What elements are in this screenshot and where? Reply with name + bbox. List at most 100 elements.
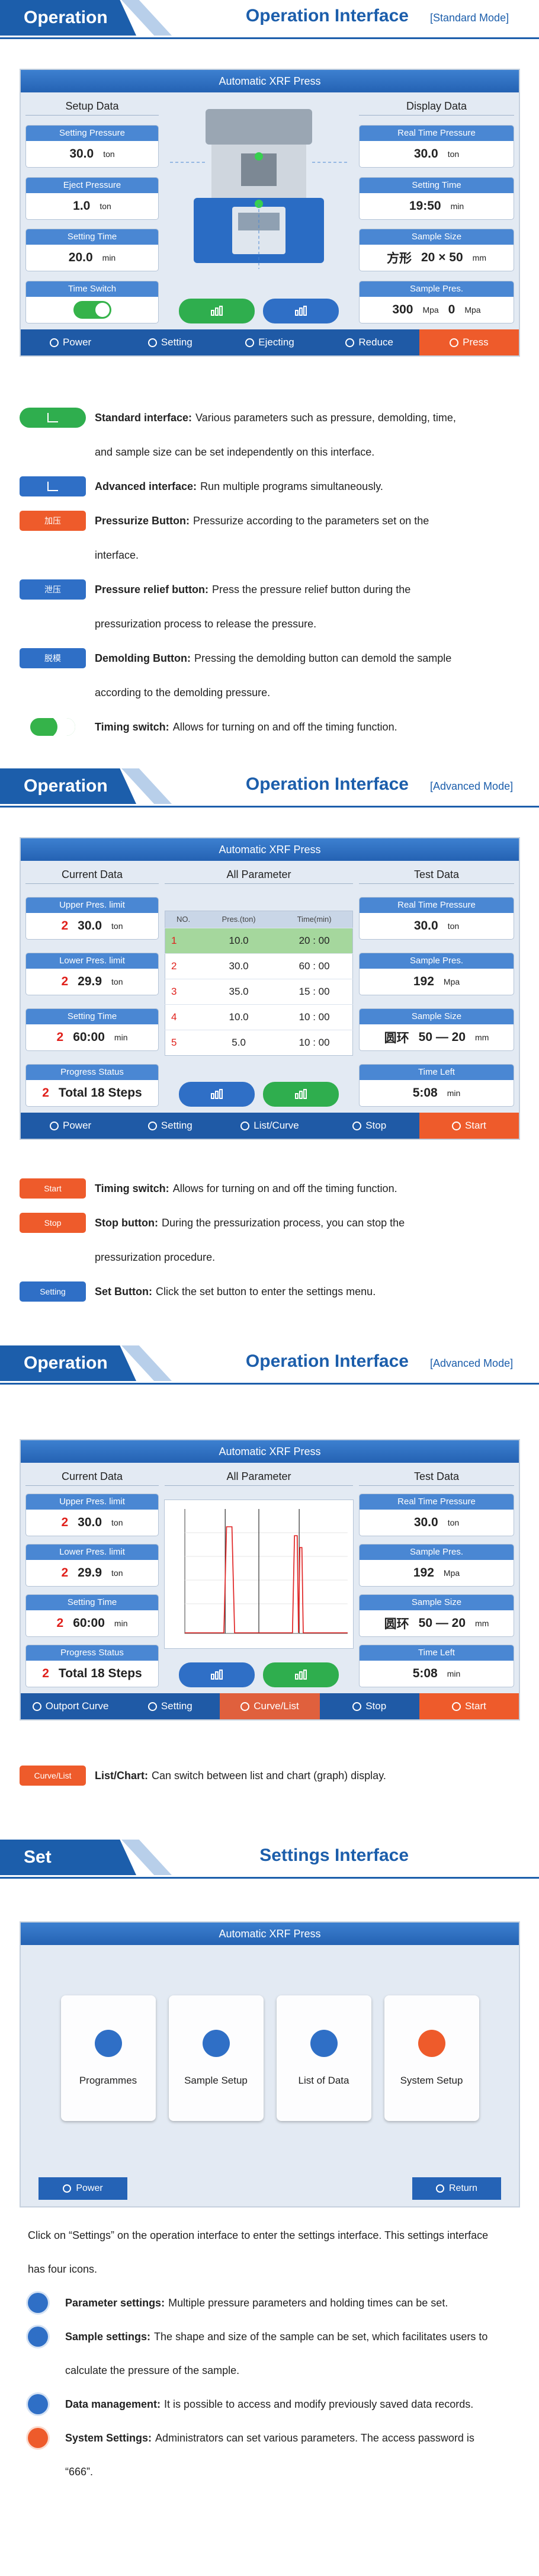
field-value: 30.0 ton (360, 913, 514, 939)
panel-heading: Display Data (359, 97, 514, 116)
settings-term: Data management: (65, 2398, 161, 2410)
field-part: ton (447, 149, 460, 159)
field-part: 方形 (387, 252, 412, 266)
field-part: 30.0 (69, 146, 94, 161)
field: Upper Pres. limit 2 30.0 ton (25, 897, 159, 940)
field-label: Upper Pres. limit (26, 1494, 158, 1510)
field: Sample Size 方形 20 × 50 mm (359, 229, 514, 272)
field-part: Mpa (443, 977, 460, 986)
settings-icon (28, 2394, 48, 2414)
field-part: Total 18 Steps (58, 1667, 142, 1680)
field-label: Time Switch (26, 281, 158, 297)
settings-icon (28, 2327, 48, 2347)
field-value: 2 30.0 ton (26, 913, 158, 939)
settings-term: System Settings: (65, 2432, 152, 2444)
footer-button: Curve/List (220, 1693, 320, 1719)
field-value: 192 Mpa (360, 1560, 514, 1586)
screen-title: Automatic XRF Press (21, 838, 519, 861)
field: Setting Time 2 60:00 min (25, 1594, 159, 1637)
table-cell: 10.0 (201, 1004, 277, 1030)
field-part: 60:00 (73, 1616, 105, 1630)
legend-item: 加压 Pressurize Button: Pressurize according… (0, 504, 474, 572)
icon-bar (299, 1671, 303, 1680)
field-part: min (450, 201, 464, 211)
field: Setting Pressure 30.0 ton (25, 124, 159, 168)
footer-button: Start (419, 1113, 519, 1139)
field-label: Setting Time (26, 1595, 158, 1610)
field-label: Sample Pres. (360, 953, 514, 969)
legend-item: Standard interface: Various parameters su… (0, 401, 474, 469)
icon (295, 306, 307, 316)
right-panel: Test Data Real Time Pressure 30.0 ton Sample… (359, 1468, 514, 1687)
field-part: 2 (61, 919, 69, 933)
icon-bar (211, 310, 214, 316)
tile-label: Programmes (79, 2074, 137, 2086)
field-part: 19:50 (409, 198, 441, 213)
device-screen: Automatic XRF Press Setup Data Setting Pre… (20, 69, 520, 357)
icon-bar (295, 1674, 299, 1680)
field-value: 20.0 min (26, 245, 158, 271)
chart-button (263, 1082, 339, 1107)
field-part: ton (447, 921, 460, 931)
legend-term: Timing switch: (95, 1183, 169, 1194)
field-value (26, 297, 158, 323)
section-header: Operation Operation Interface [Advanced Mo… (0, 768, 539, 808)
column-header: Time(min) (276, 911, 353, 928)
header-mode: [Advanced Mode] (430, 1357, 514, 1369)
table-row: 3 35.0 15 : 00 (165, 978, 353, 1004)
panel-heading: Test Data (359, 866, 514, 884)
field: Real Time Pressure 30.0 ton (359, 897, 514, 940)
icon-bar (303, 1089, 307, 1099)
column-header: NO. (165, 911, 201, 928)
field-label: Sample Pres. (360, 281, 514, 297)
header-mode: [Standard Mode] (430, 12, 509, 24)
field-part: min (447, 1088, 461, 1098)
tiles: Programmes Sample Setup List of Data System… (21, 1945, 519, 2171)
icon-bar (219, 306, 223, 316)
field-value: 方形 20 × 50 mm (360, 245, 514, 271)
menu-tile: Sample Setup (168, 1995, 264, 2121)
legend-term: Demolding Button: (95, 652, 191, 664)
field-part: ton (111, 921, 123, 931)
table-header: NO. Pres.(ton) Time(min) (165, 911, 353, 928)
field-label: Sample Size (360, 229, 514, 245)
footer-button: Stop (320, 1693, 419, 1719)
field-part: 5:08 (412, 1667, 438, 1680)
legend-term: Pressurize Button: (95, 515, 190, 527)
field-label: Upper Pres. limit (26, 898, 158, 913)
tag-dark (0, 1345, 136, 1381)
table-row: 2 30.0 60 : 00 (165, 953, 353, 979)
legend-term: Set Button: (95, 1286, 152, 1297)
screen-title: Automatic XRF Press (21, 70, 519, 92)
footer-button: Reduce (320, 329, 419, 355)
icon-bar (211, 1674, 214, 1680)
field-part: 60:00 (73, 1030, 105, 1044)
field-value: 192 Mpa (360, 969, 514, 995)
pressure-curve (185, 1526, 348, 1633)
legend-item: 泄压 Pressure relief button: Press the press… (0, 572, 474, 641)
field-label: Lower Pres. limit (26, 1545, 158, 1560)
panel-heading: Current Data (25, 1468, 159, 1486)
settings-item: Data management: It is possible to access… (0, 2388, 500, 2421)
header-tag: Operation (0, 0, 172, 36)
field-value: 30.0 ton (360, 141, 514, 167)
settings-desc: Multiple pressure parameters and holding… (168, 2297, 448, 2309)
icon (211, 306, 223, 316)
table-cell: 5 (165, 1029, 201, 1055)
field: Time Left 5:08 min (359, 1064, 514, 1107)
table-cell: 10.0 (201, 927, 277, 953)
field-part: 29.9 (78, 975, 102, 988)
tile-icon (418, 2029, 445, 2057)
settings-term: Sample settings: (65, 2331, 151, 2343)
footer-button: List/Curve (220, 1113, 319, 1139)
right-panel: Display Data Real Time Pressure 30.0 ton Set… (359, 97, 514, 323)
screen-footer: Power Return (21, 2171, 519, 2206)
table-cell: 30.0 (201, 953, 277, 979)
field: Eject Pressure 1.0 ton (25, 177, 159, 220)
settings-desc: The shape and size of the sample can be … (65, 2331, 488, 2376)
legend-icon (20, 408, 86, 428)
legend-text: During the pressurization process, you c… (95, 1217, 405, 1263)
footer-button: Power (21, 1113, 120, 1139)
table-cell: 15 : 00 (276, 978, 353, 1004)
legend-list: Standard interface: Various parameters su… (0, 401, 539, 744)
